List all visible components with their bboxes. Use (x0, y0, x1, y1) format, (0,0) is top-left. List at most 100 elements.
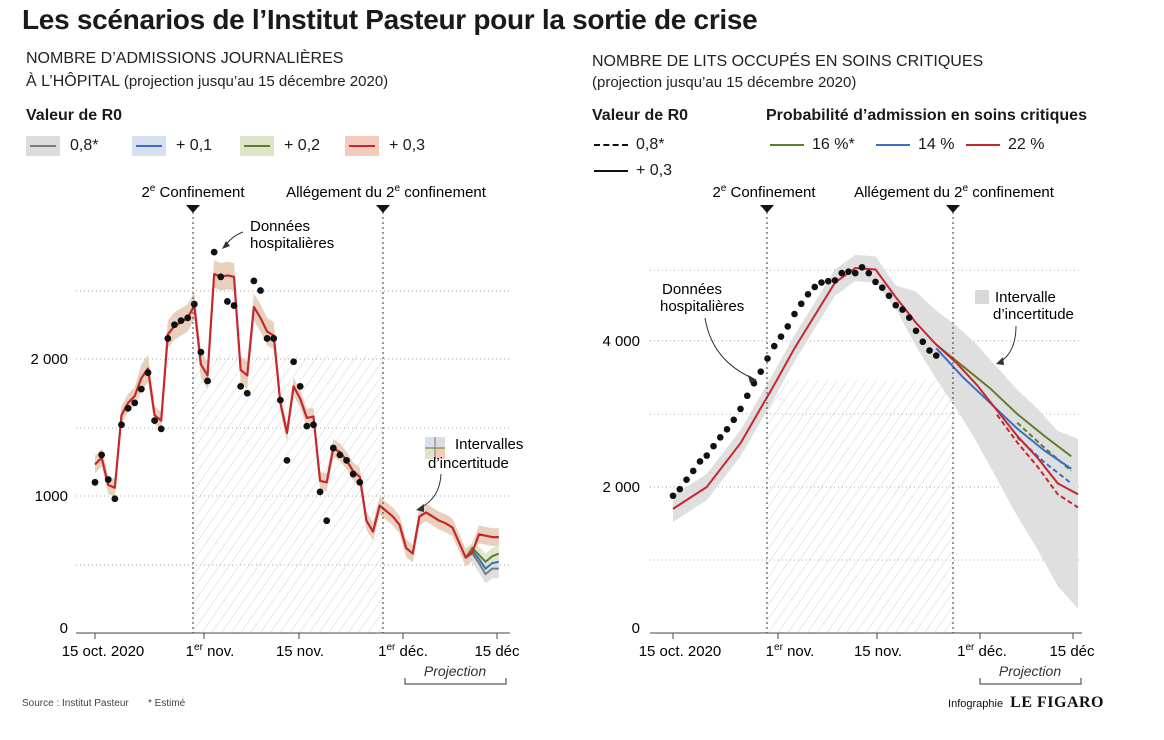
x-tick-label: 15 déc (474, 643, 520, 660)
data-point (683, 476, 690, 484)
legend-swatch (345, 136, 379, 156)
right-legend-prob-title: Probabilité d’admission en soins critiqu… (766, 107, 1087, 124)
left-legend-title: Valeur de R0 (26, 107, 123, 124)
data-point (124, 404, 132, 412)
annotation-incertitude: d’incertitude (993, 306, 1074, 323)
data-point (91, 478, 99, 486)
arrow-head-icon (222, 241, 230, 249)
x-tick-label: 1er nov. (186, 642, 235, 660)
legend-label: 22 % (1008, 136, 1045, 153)
data-point (104, 476, 112, 483)
data-point (824, 277, 832, 285)
annotation-intervalle: Intervalle (995, 289, 1056, 306)
data-point (851, 269, 859, 277)
annotation-arrow-icon (704, 317, 753, 379)
uncertainty-legend-icon (975, 290, 989, 304)
data-point (263, 335, 271, 342)
data-point (932, 352, 940, 359)
series-line-2 (935, 347, 1072, 470)
data-point (905, 314, 913, 321)
data-point (316, 488, 324, 496)
data-point (257, 287, 264, 294)
legend-item-prob-16: 16 %* (770, 136, 855, 154)
legend-swatch (240, 136, 274, 156)
legend-item-01: + 0,1 (132, 136, 212, 156)
arrow-head-icon (416, 504, 424, 512)
data-point (770, 342, 778, 350)
data-point (730, 416, 738, 424)
legend-item-02: + 0,2 (240, 136, 320, 156)
annotation-arrow-icon (419, 473, 442, 509)
data-point (872, 278, 879, 286)
data-point (323, 517, 331, 525)
data-point (710, 442, 717, 450)
data-point (818, 279, 825, 286)
y-tick-label: 0 (60, 620, 68, 637)
series-line-1 (935, 343, 1072, 458)
data-point (892, 301, 900, 309)
data-point (811, 283, 819, 291)
series-lines (672, 267, 1079, 510)
y-tick-label: 2 000 (30, 351, 68, 368)
data-point (356, 478, 364, 486)
left-subtitle-line1: NOMBRE D’ADMISSIONS JOURNALIÈRES (26, 50, 344, 67)
data-point (250, 277, 258, 285)
data-point (757, 368, 765, 375)
series-line-dashed-22 (996, 414, 1079, 509)
data-point (184, 314, 192, 322)
annotation-hospitalieres: hospitalières (660, 298, 744, 315)
data-point (118, 421, 125, 429)
series-line-22 (672, 267, 1079, 510)
data-point (791, 310, 798, 318)
data-point (303, 422, 311, 430)
legend-line (594, 170, 628, 172)
annotation-incertitude: d’incertitude (428, 455, 509, 472)
x-tick-label: 15 oct. 2020 (639, 643, 722, 660)
data-point (919, 338, 927, 346)
data-point (777, 333, 785, 340)
x-tick-label: 15 déc (1049, 643, 1095, 660)
event-label-allegement: Allégement du 2e confinement (286, 183, 487, 201)
data-point (349, 470, 357, 478)
legend-label: 0,8* (636, 136, 665, 153)
data-point (224, 298, 231, 305)
uncertainty-legend-icon (425, 437, 445, 459)
legend-dash (594, 144, 628, 146)
data-point (797, 300, 805, 308)
data-point (171, 321, 178, 329)
event-marker-icon (946, 205, 960, 213)
data-point (878, 284, 886, 292)
x-tick-label: 15 nov. (854, 643, 902, 660)
legend-item-r0-08: 0,8* (594, 136, 664, 154)
footer-source: Source : Institut Pasteur (22, 698, 129, 709)
legend-label: + 0,1 (176, 137, 213, 154)
footer-credit: Infographie LE FIGARO (948, 694, 1104, 712)
data-point (723, 426, 731, 433)
data-point (204, 377, 211, 385)
legend-swatch (26, 136, 60, 156)
x-tick-label: 1er déc. (957, 642, 1007, 660)
data-point (290, 358, 297, 366)
data-point (784, 323, 792, 330)
event-label-allegement: Allégement du 2e confinement (854, 183, 1055, 201)
page-title: Les scénarios de l’Institut Pasteur pour… (22, 4, 758, 35)
y-tick-label: 0 (632, 620, 640, 637)
data-point (804, 290, 812, 298)
data-point (276, 396, 284, 404)
legend-label: + 0,2 (284, 137, 321, 154)
series-line-1 (464, 546, 500, 564)
right-chart: 2e Confinement Allégement du 2e confinem… (602, 183, 1095, 685)
right-subtitle-note: (projection jusqu’au 15 décembre 2020) (592, 74, 857, 91)
left-subtitle-line2: À L’HÔPITAL (projection jusqu’au 15 déce… (26, 73, 388, 91)
x-tick-label: 15 nov. (276, 643, 324, 660)
data-point (98, 451, 106, 459)
data-point (296, 383, 304, 390)
data-point (151, 417, 158, 425)
data-point (270, 335, 278, 342)
data-point (885, 292, 893, 300)
legend-item-03: + 0,3 (345, 136, 425, 156)
left-subtitle-note: (projection jusqu’au 15 décembre 2020) (123, 73, 389, 90)
data-point (703, 452, 711, 459)
data-point (838, 269, 846, 277)
data-point (210, 248, 218, 256)
